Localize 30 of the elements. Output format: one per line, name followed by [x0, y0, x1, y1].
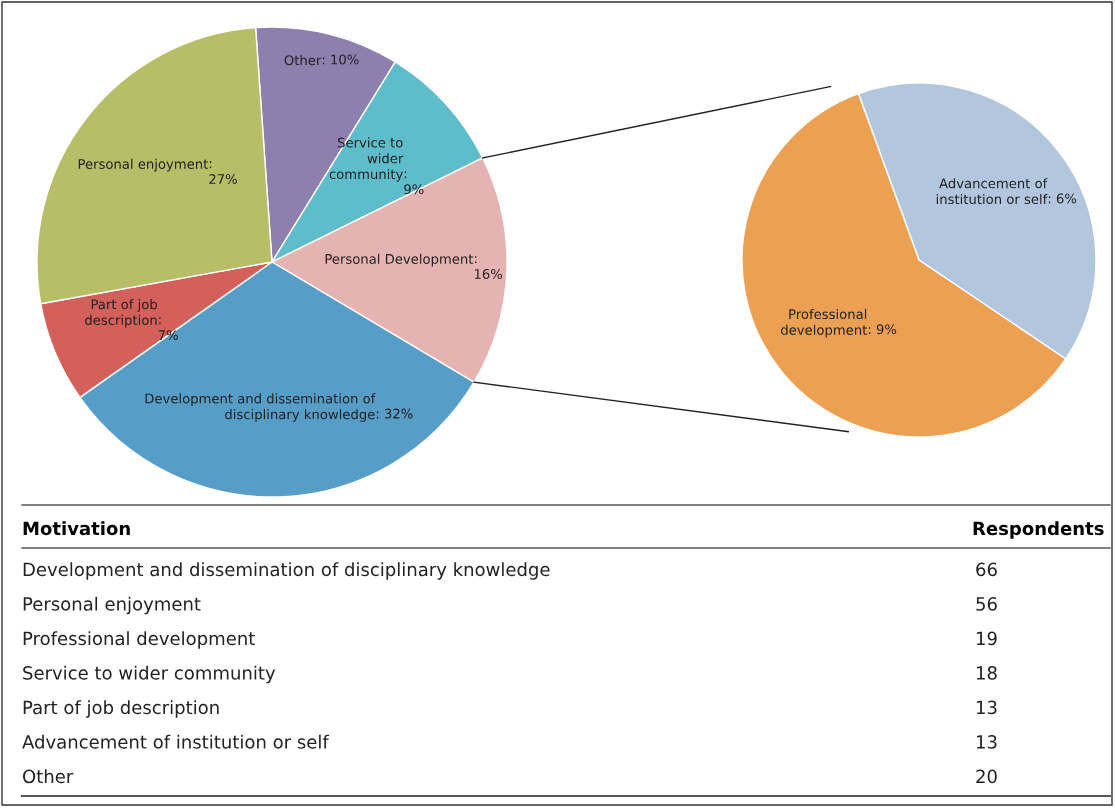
data-label: : 10%: [322, 54, 359, 65]
data-label: 13: [976, 735, 997, 749]
data-label: 66: [976, 562, 997, 577]
category-label: Development and dissemination of disciplinary knowledge: [23, 562, 550, 580]
category-label: Advancement of institution or self: [22, 734, 330, 749]
text: Respondents: [973, 521, 1104, 539]
data-label: 18: [976, 666, 997, 680]
data-label: 19: [976, 631, 997, 646]
category-label: Professional development: [23, 631, 255, 649]
data-label: : 9%: [868, 324, 897, 335]
data-label: 13: [976, 700, 997, 715]
data-label: : 6%: [1048, 193, 1077, 204]
category-label: Service to wider community: [23, 665, 276, 684]
category-label: Part of job description: [23, 700, 219, 718]
slice-label: Advancement of institution or self: [936, 178, 1048, 205]
data-label: : 27%: [209, 161, 237, 185]
data-label: : 16%: [474, 256, 503, 279]
data-label: 20: [976, 769, 997, 784]
category-label: Personal enjoyment: [23, 596, 201, 615]
slice-label: Personal Development: [325, 253, 474, 267]
slice-label: Personal enjoyment: [78, 158, 208, 172]
data-label: : 32%: [376, 408, 413, 419]
data-label: : 7%: [158, 317, 178, 341]
category-label: Other: [23, 769, 74, 784]
slice-label: Other: [284, 55, 322, 66]
slice-label: Development and dissemination of disciplinary knowledge: [145, 393, 376, 422]
text: Motivation: [23, 521, 130, 536]
data-label: 56: [976, 597, 997, 611]
slice-label: Professional development: [781, 308, 868, 338]
slice-label: Part of job description: [85, 299, 157, 328]
